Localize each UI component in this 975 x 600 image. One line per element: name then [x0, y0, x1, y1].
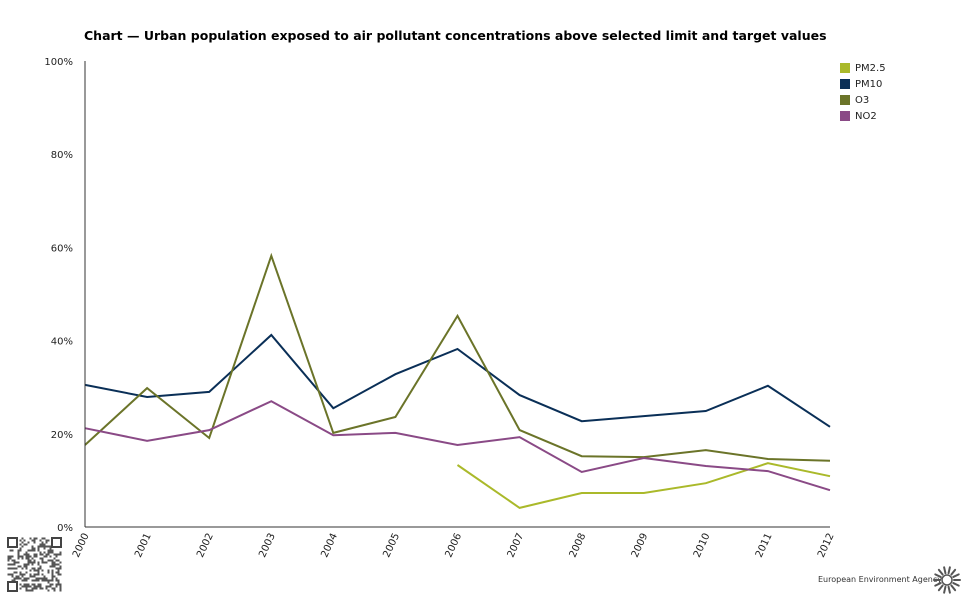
x-tick-label: 2003 [257, 532, 278, 560]
legend-swatch [840, 95, 850, 105]
y-tick-label: 80% [51, 150, 73, 161]
legend-swatch [840, 63, 850, 73]
x-tick-label: 2011 [754, 532, 775, 560]
x-tick-label: 2000 [71, 532, 92, 560]
y-axis-ticks: 0% 20% 40% 60% 80% 100% [44, 57, 73, 534]
y-tick-label: 60% [51, 243, 73, 254]
legend-item-no2[interactable]: NO2 [840, 108, 886, 124]
x-tick-label: 2010 [692, 532, 713, 560]
x-tick-label: 2008 [568, 532, 589, 560]
legend-label: O3 [855, 94, 870, 106]
series-lines [84, 252, 831, 509]
x-tick-label: 2012 [816, 532, 837, 560]
x-tick-label: 2001 [133, 532, 154, 560]
series-line-pm10[interactable] [84, 333, 831, 428]
agency-name: European Environment Agency [818, 575, 942, 584]
x-tick-label: 2007 [506, 532, 527, 560]
x-tick-label: 2004 [319, 532, 340, 560]
eea-sun-logo-icon[interactable] [932, 565, 962, 595]
chart-title: Chart — Urban population exposed to air … [84, 28, 827, 43]
x-tick-label: 2006 [443, 532, 464, 560]
legend: PM2.5 PM10 O3 NO2 [840, 60, 886, 124]
series-line-pm25[interactable] [456, 462, 831, 509]
legend-label: PM2.5 [855, 62, 886, 74]
y-tick-label: 0% [57, 523, 73, 534]
qr-code-icon[interactable] [7, 537, 62, 592]
series-line-o3[interactable] [84, 252, 831, 462]
x-tick-label: 2002 [195, 532, 216, 560]
y-tick-label: 100% [44, 57, 73, 68]
legend-item-pm25[interactable]: PM2.5 [840, 60, 886, 76]
x-axis-ticks: 2000 2001 2002 2003 2004 2005 2006 2007 2008 2009… [71, 532, 837, 560]
legend-label: PM10 [855, 78, 883, 90]
x-tick-label: 2005 [381, 532, 402, 560]
y-tick-label: 20% [51, 430, 73, 441]
x-tick-label: 2009 [630, 532, 651, 560]
y-tick-label: 40% [51, 337, 73, 348]
legend-item-pm10[interactable]: PM10 [840, 76, 886, 92]
legend-item-o3[interactable]: O3 [840, 92, 886, 108]
legend-swatch [840, 79, 850, 89]
legend-label: NO2 [855, 110, 877, 122]
legend-swatch [840, 111, 850, 121]
series-line-no2[interactable] [84, 400, 831, 492]
